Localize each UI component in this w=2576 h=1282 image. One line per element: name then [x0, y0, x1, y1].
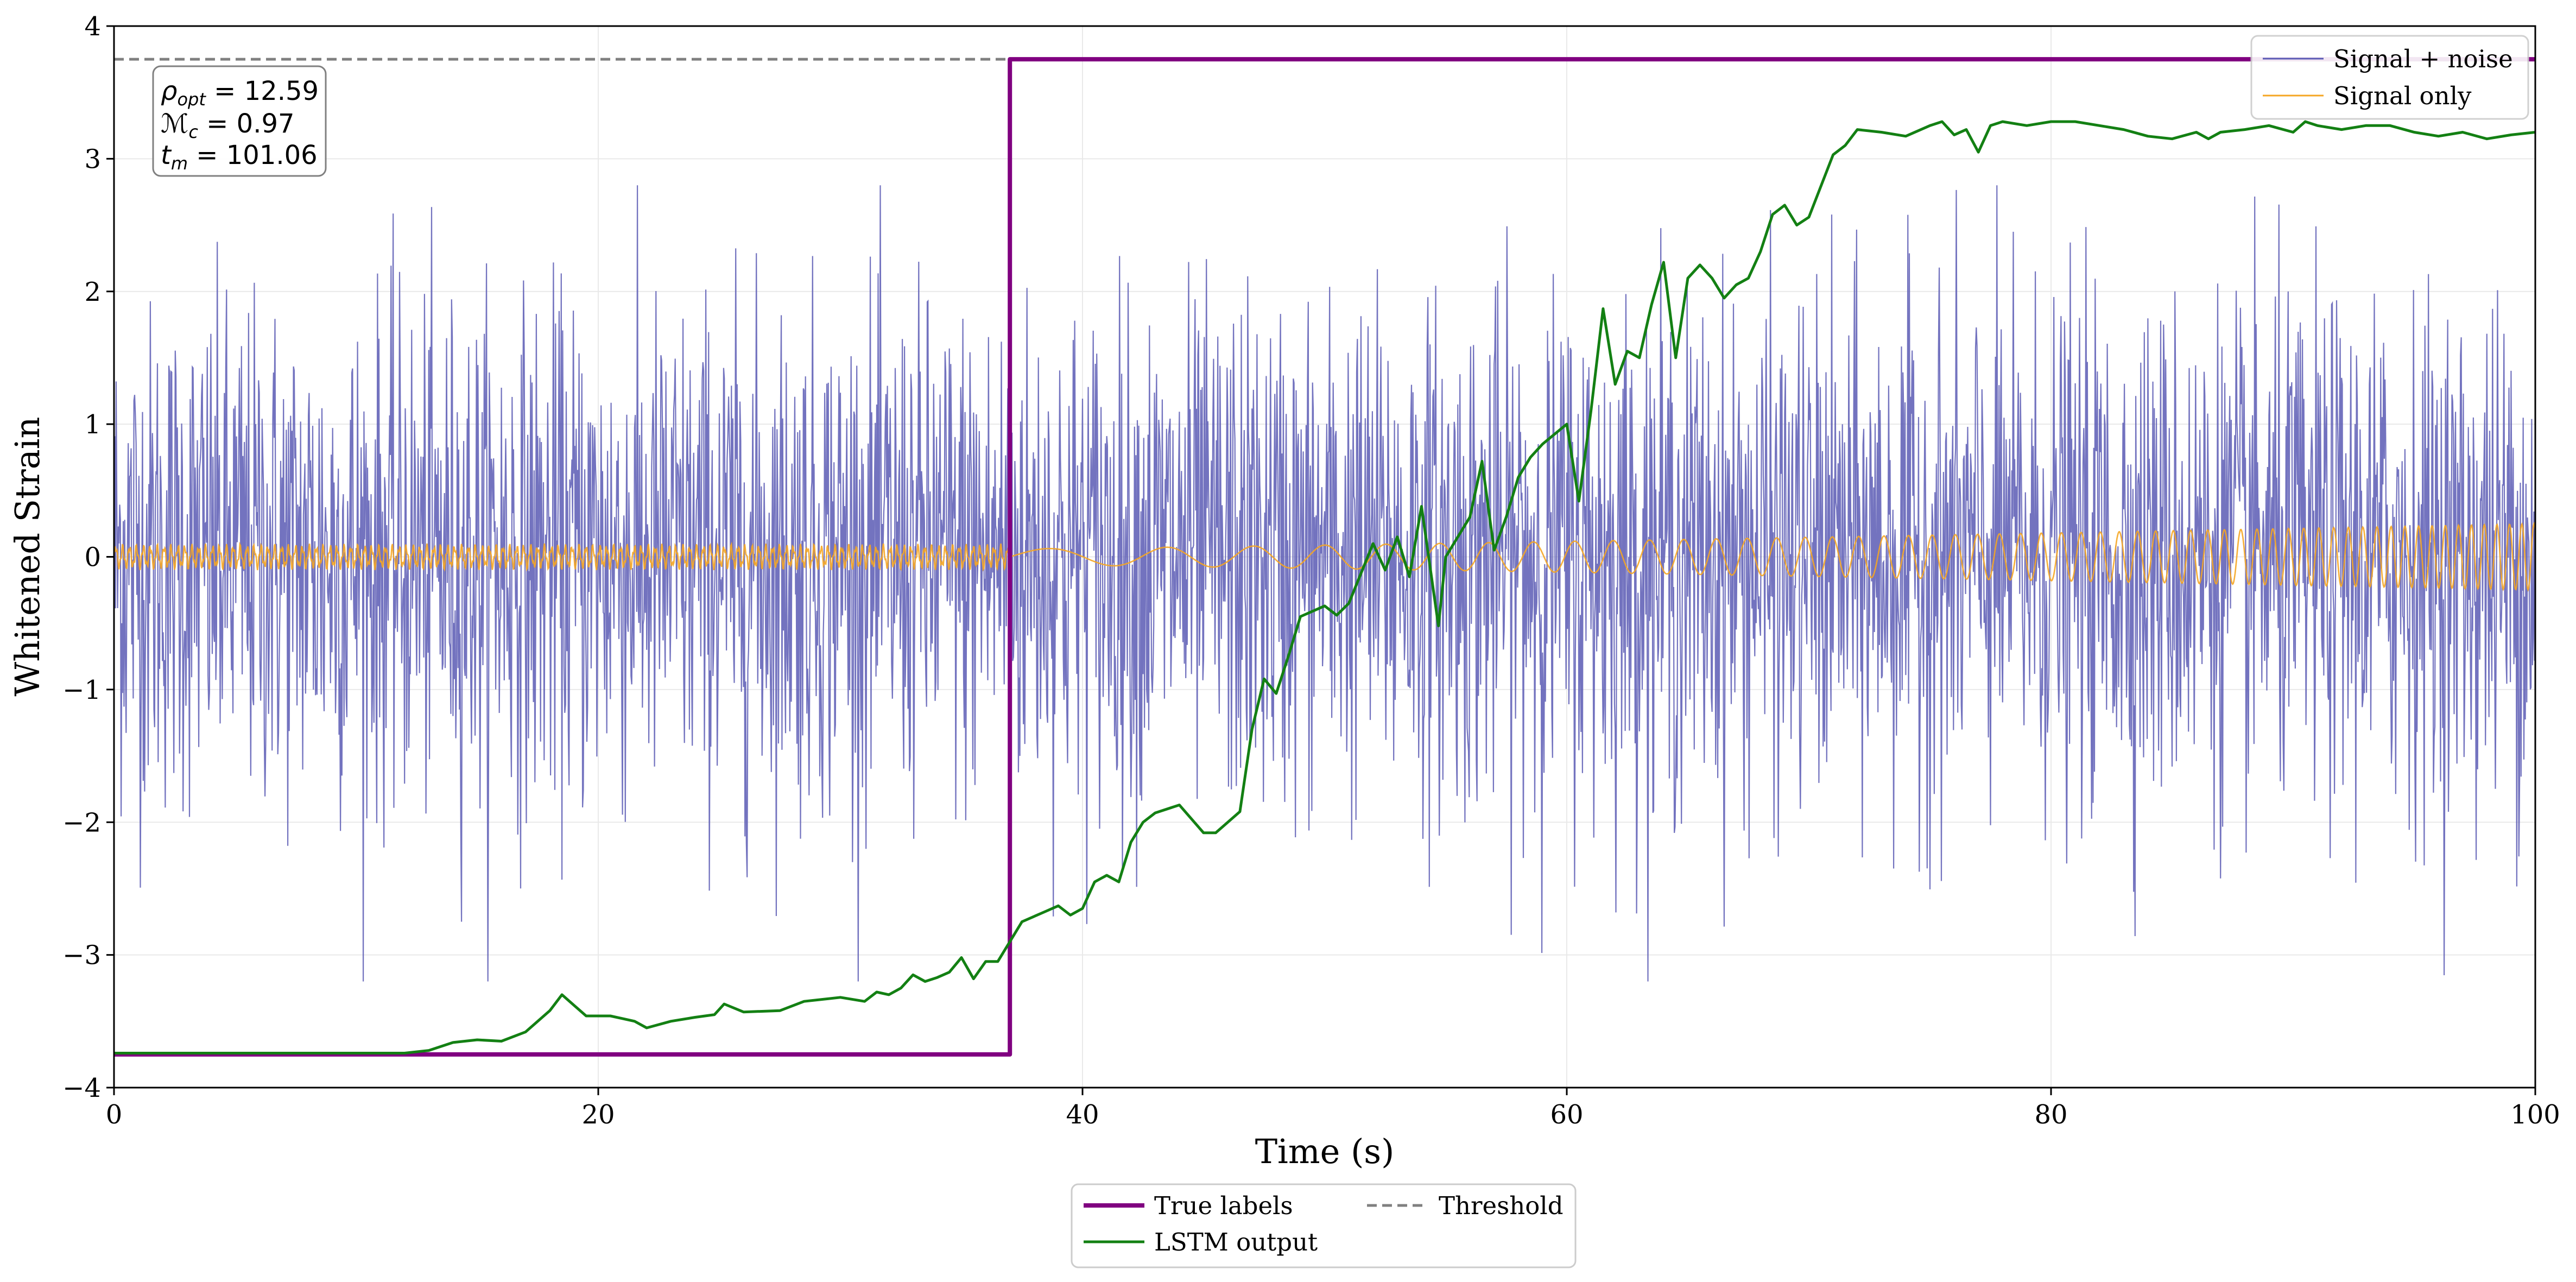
y-axis-title: Whitened Strain: [8, 417, 47, 697]
x-tick-label-2: 40: [1066, 1100, 1099, 1130]
x-axis-ticks: 0 20 40 60 80 100: [106, 1088, 2560, 1130]
y-tick-label-1: −3: [62, 940, 101, 971]
x-tick-label-3: 60: [1550, 1100, 1583, 1130]
series-true-labels: [114, 57, 2535, 1057]
x-tick-label-0: 0: [106, 1100, 123, 1130]
y-tick-label-7: 3: [84, 144, 101, 174]
annotation-chirp-mass: ℳc = 0.97: [161, 109, 295, 142]
y-tick-label-8: 4: [84, 11, 101, 42]
legend-label-lstm-output: LSTM output: [1154, 1228, 1318, 1256]
annotation-rho: ρopt = 12.59: [161, 76, 319, 110]
legend-label-signal-noise: Signal + noise: [2333, 45, 2513, 73]
y-tick-label-5: 1: [84, 409, 101, 440]
legend-label-true-labels: True labels: [1154, 1191, 1293, 1220]
series-lstm-output: [114, 120, 2535, 1054]
y-tick-label-6: 2: [84, 277, 101, 307]
y-tick-label-4: 0: [84, 542, 101, 573]
x-tick-label-1: 20: [581, 1100, 615, 1130]
y-axis-ticks: −4 −3 −2 −1 0 1 2 3 4: [62, 11, 114, 1103]
annotation-box: ρopt = 12.59 ℳc = 0.97 tm = 101.06: [152, 65, 327, 177]
signal-only-line: [114, 521, 2535, 592]
x-tick-label-5: 100: [2510, 1100, 2560, 1130]
y-tick-label-2: −2: [62, 807, 101, 838]
y-tick-label-3: −1: [62, 675, 101, 705]
annotation-merger-time: tm = 101.06: [161, 140, 318, 174]
legend-label-signal-only: Signal only: [2333, 81, 2472, 110]
signal-noise-line: [114, 185, 2535, 982]
series-signal-only: [114, 521, 2535, 592]
x-axis-title: Time (s): [1255, 1132, 1395, 1171]
true-labels-line: [114, 57, 2535, 1057]
series-signal-plus-noise: [114, 185, 2535, 982]
legend-label-threshold: Threshold: [1439, 1191, 1564, 1220]
x-tick-label-4: 80: [2034, 1100, 2067, 1130]
y-tick-label-0: −4: [62, 1073, 101, 1103]
legend-bottom: True labels LSTM output Threshold: [1071, 1183, 1577, 1268]
lstm-output-line: [114, 120, 2535, 1054]
legend-top-right: Signal + noise Signal only: [2250, 35, 2529, 120]
